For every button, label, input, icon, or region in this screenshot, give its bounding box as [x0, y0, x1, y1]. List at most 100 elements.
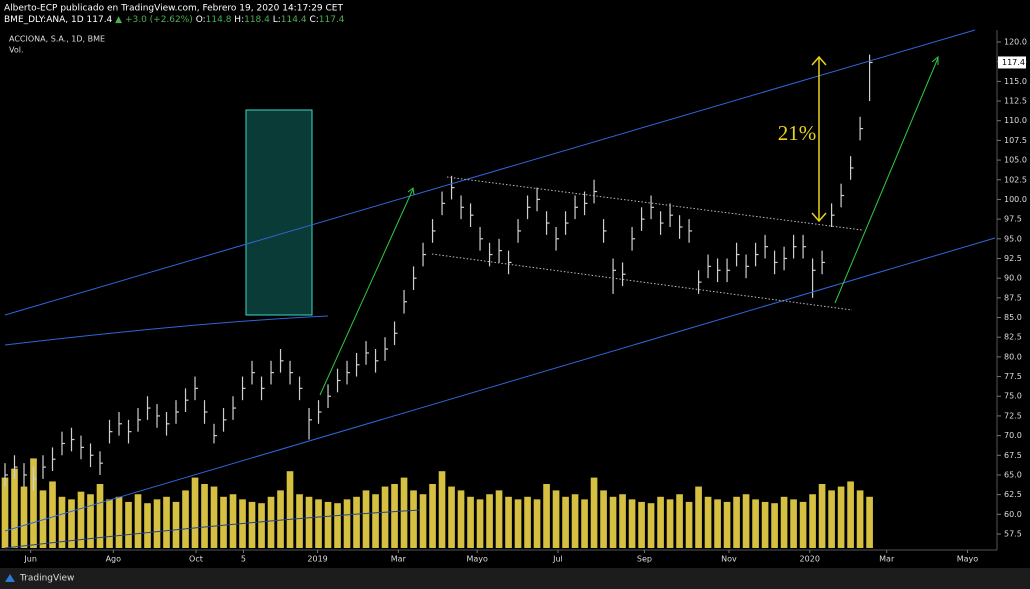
highlight-box [245, 109, 313, 316]
y-tick-label: 107.5 [1004, 136, 1027, 145]
y-tick-label: 100.0 [1004, 195, 1027, 204]
x-tick-label: 2020 [800, 555, 820, 564]
volume-bar [296, 494, 303, 548]
volume-bar [49, 481, 56, 548]
volume-bar [220, 496, 227, 548]
volume-bar [201, 484, 208, 548]
y-tick-label: 115.0 [1004, 77, 1027, 86]
volume-bar [429, 484, 436, 548]
volume-bar [505, 496, 512, 548]
volume-bar [400, 477, 408, 548]
volume-bar [790, 499, 797, 548]
volume-bar [229, 494, 237, 548]
volume-bar [495, 490, 503, 548]
volume-bar [704, 496, 712, 548]
y-tick-label: 75.0 [1004, 392, 1022, 401]
o-value: 114.8 [206, 15, 232, 25]
volume-bar [818, 484, 826, 548]
brand: TradingView [19, 574, 74, 584]
volume-bar [381, 486, 389, 548]
volume-bar [619, 494, 626, 548]
change: ▲ +3.0 (+2.62%) [115, 15, 193, 25]
y-tick-label: 62.5 [1004, 490, 1022, 499]
volume-bar [590, 477, 598, 548]
volume-bar [562, 496, 569, 548]
volume-bar [438, 471, 446, 548]
volume-bar [524, 496, 531, 548]
measure-heads [811, 55, 827, 223]
y-tick-label: 80.0 [1004, 352, 1022, 361]
volume-bar [752, 499, 759, 548]
x-tick-label: Mar [879, 555, 895, 564]
volume-bar [353, 496, 360, 548]
volume-bar [172, 501, 180, 548]
y-tick-label: 120.0 [1004, 38, 1027, 47]
y-tick-label: 112.5 [1004, 97, 1027, 106]
volume-bar [68, 499, 75, 548]
volume-bar [685, 501, 693, 548]
volume-bar [125, 501, 132, 548]
volume-bar [771, 503, 778, 548]
volume-bar [115, 496, 123, 548]
x-tick-label: Jun [23, 555, 37, 564]
y-tick-label: 105.0 [1004, 156, 1027, 165]
volume-bar [514, 499, 522, 548]
last-price-label: 117.4 [1002, 58, 1025, 67]
y-tick-label: 77.5 [1004, 372, 1022, 381]
y-tick-label: 110.0 [1004, 116, 1027, 125]
volume-bar [486, 494, 493, 548]
y-tick-label: 90.0 [1004, 274, 1022, 283]
volume-bar [182, 490, 189, 548]
y-tick-label: 92.5 [1004, 254, 1022, 263]
volume-bar [847, 481, 854, 548]
volume-bar [20, 486, 28, 548]
channel-bottom [431, 253, 853, 311]
volume-bar [476, 499, 484, 548]
y-tick-label: 60.0 [1004, 510, 1022, 519]
volume-bar [600, 490, 607, 548]
drawings [4, 29, 996, 549]
logo-icon [5, 574, 15, 582]
x-tick-label: Ago [106, 555, 122, 564]
volume-bar [809, 494, 816, 548]
volume-bar [191, 477, 199, 548]
volume-bar [837, 486, 845, 548]
volume-bar [609, 496, 617, 548]
volume-bar [467, 496, 474, 548]
o-label: O: [196, 15, 206, 25]
green-arrow [319, 188, 414, 396]
volume-bar [695, 486, 702, 548]
volume-bar [87, 494, 94, 548]
volume-bar [134, 494, 142, 548]
volume-bar [647, 503, 655, 548]
volume-bar [372, 494, 379, 548]
h-value: 118.4 [244, 15, 270, 25]
volume-bar [657, 496, 664, 548]
volume-bar [780, 496, 788, 548]
arrow-head [931, 55, 939, 65]
c-value: 117.4 [319, 15, 345, 25]
volume-curve [4, 509, 421, 549]
lower-trendline [4, 237, 996, 532]
upper-trendline [4, 29, 976, 316]
footer-bar [0, 568, 1030, 589]
x-tick-label: 5 [241, 555, 246, 564]
volume-bar [106, 499, 113, 548]
h-label: H: [234, 15, 244, 25]
volume-bar [362, 490, 370, 548]
volume-bar [761, 501, 769, 548]
y-tick-label: 65.0 [1004, 470, 1022, 479]
x-tick-label: Mayo [466, 555, 488, 564]
volume-bar [628, 499, 636, 548]
volume-bar [638, 501, 645, 548]
volume-bar [277, 490, 284, 548]
volume-bar [1, 477, 9, 548]
x-tick-label: 2019 [307, 555, 327, 564]
y-tick-label: 70.0 [1004, 431, 1022, 440]
volume-bar [324, 501, 332, 548]
y-tick-label: 57.5 [1004, 530, 1022, 539]
volume-bar [258, 503, 265, 548]
volume-bar [96, 484, 104, 548]
quote-line: BME_DLY:ANA, 1D 117.4 ▲ +3.0 (+2.62%) O:… [4, 15, 345, 25]
